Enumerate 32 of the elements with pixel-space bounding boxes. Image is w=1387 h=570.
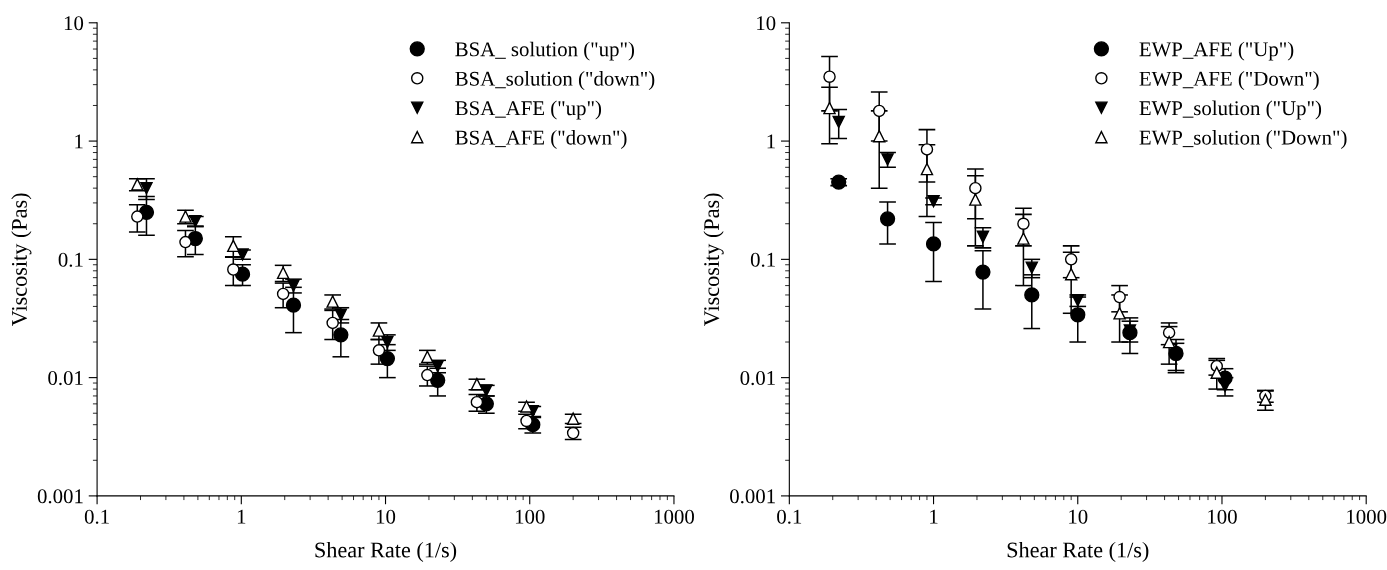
legend-label: BSA_ solution ("up")	[455, 41, 635, 61]
y-tick-label: 0.001	[730, 489, 775, 504]
x-tick-label: 10	[376, 509, 396, 524]
y-tick-label: 10	[64, 16, 84, 31]
x-tick-label: 0.1	[84, 509, 109, 524]
x-tick-label: 1000	[654, 509, 694, 524]
y-tick-label: 0.1	[750, 252, 775, 267]
x-axis-title: Shear Rate (1/s)	[315, 541, 457, 563]
x-tick-label: 10	[1069, 509, 1088, 524]
x-tick-label: 100	[1208, 509, 1237, 524]
legend-label: EWP_AFE ("Up")	[1139, 41, 1294, 61]
legend-label: EWP_AFE ("Down")	[1139, 71, 1319, 91]
x-tick-label: 1	[237, 509, 246, 524]
y-axis-title: Viscosity (Pas)	[11, 193, 32, 327]
y-axis-title: Viscosity (Pas)	[703, 193, 724, 327]
x-tick-label: 1000	[1347, 509, 1387, 524]
x-tick-label: 1	[930, 509, 938, 524]
y-tick-label: 1	[767, 134, 775, 149]
legend-label: EWP_solution ("Down")	[1139, 129, 1347, 149]
y-tick-label: 0.01	[48, 371, 83, 386]
y-tick-label: 0.01	[740, 371, 775, 386]
x-tick-label: 0.1	[777, 509, 802, 524]
x-tick-label: 100	[515, 509, 545, 524]
y-tick-label: 10	[757, 16, 776, 31]
legend-label: BSA_solution ("down")	[455, 71, 655, 91]
y-tick-label: 0.001	[37, 489, 83, 504]
y-tick-label: 0.1	[58, 252, 83, 267]
legend-label: BSA_AFE ("up")	[455, 100, 602, 120]
y-tick-label: 1	[75, 134, 83, 149]
x-axis-title: Shear Rate (1/s)	[1007, 541, 1149, 563]
legend-label: EWP_solution ("Up")	[1139, 100, 1322, 120]
legend-label: BSA_AFE ("down")	[455, 129, 627, 149]
